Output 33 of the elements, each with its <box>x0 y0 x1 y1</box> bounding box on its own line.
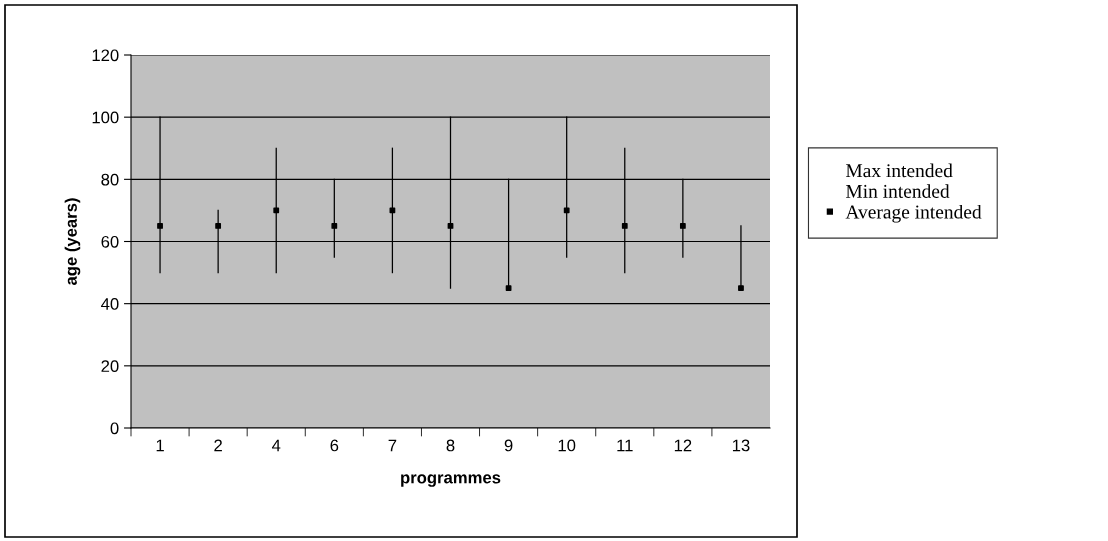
y-tick-label: 60 <box>101 235 119 248</box>
x-tick-label: 4 <box>271 439 281 452</box>
x-tick-label: 7 <box>388 439 397 452</box>
text: Max intended <box>845 163 953 178</box>
y-tick-label: 80 <box>101 173 119 186</box>
x-tick-label: 12 <box>674 439 692 452</box>
x-tick-label: 8 <box>446 439 455 452</box>
point <box>738 285 744 292</box>
point <box>273 207 280 214</box>
x-tick-label: 9 <box>504 439 513 452</box>
x-tick-label: 2 <box>214 439 222 452</box>
x-tick-label: 11 <box>617 439 633 452</box>
point <box>563 207 570 214</box>
x-tick-label: 10 <box>558 439 576 452</box>
y-tick-label: 0 <box>110 422 119 435</box>
point <box>505 285 512 292</box>
x-tick-label: 13 <box>732 439 750 452</box>
legend-label: Average intended <box>845 204 982 223</box>
y-axis-title: age (years) <box>64 198 81 286</box>
point <box>621 223 628 229</box>
point <box>331 223 338 229</box>
point <box>447 223 454 229</box>
x-axis-title: programmes <box>401 474 501 487</box>
point <box>157 223 163 229</box>
y-tick-label: 20 <box>101 360 119 373</box>
text: Min intended <box>845 184 950 198</box>
point <box>215 223 222 229</box>
y-tick-label: 100 <box>92 111 119 124</box>
y-tick-label: 120 <box>92 49 119 62</box>
point <box>679 223 686 229</box>
x-tick-label: 6 <box>330 439 339 452</box>
y-tick-label: 40 <box>101 298 119 310</box>
x-tick-label: 1 <box>156 439 164 452</box>
